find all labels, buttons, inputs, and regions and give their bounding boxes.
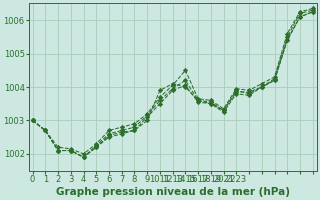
X-axis label: Graphe pression niveau de la mer (hPa): Graphe pression niveau de la mer (hPa) [56, 187, 290, 197]
